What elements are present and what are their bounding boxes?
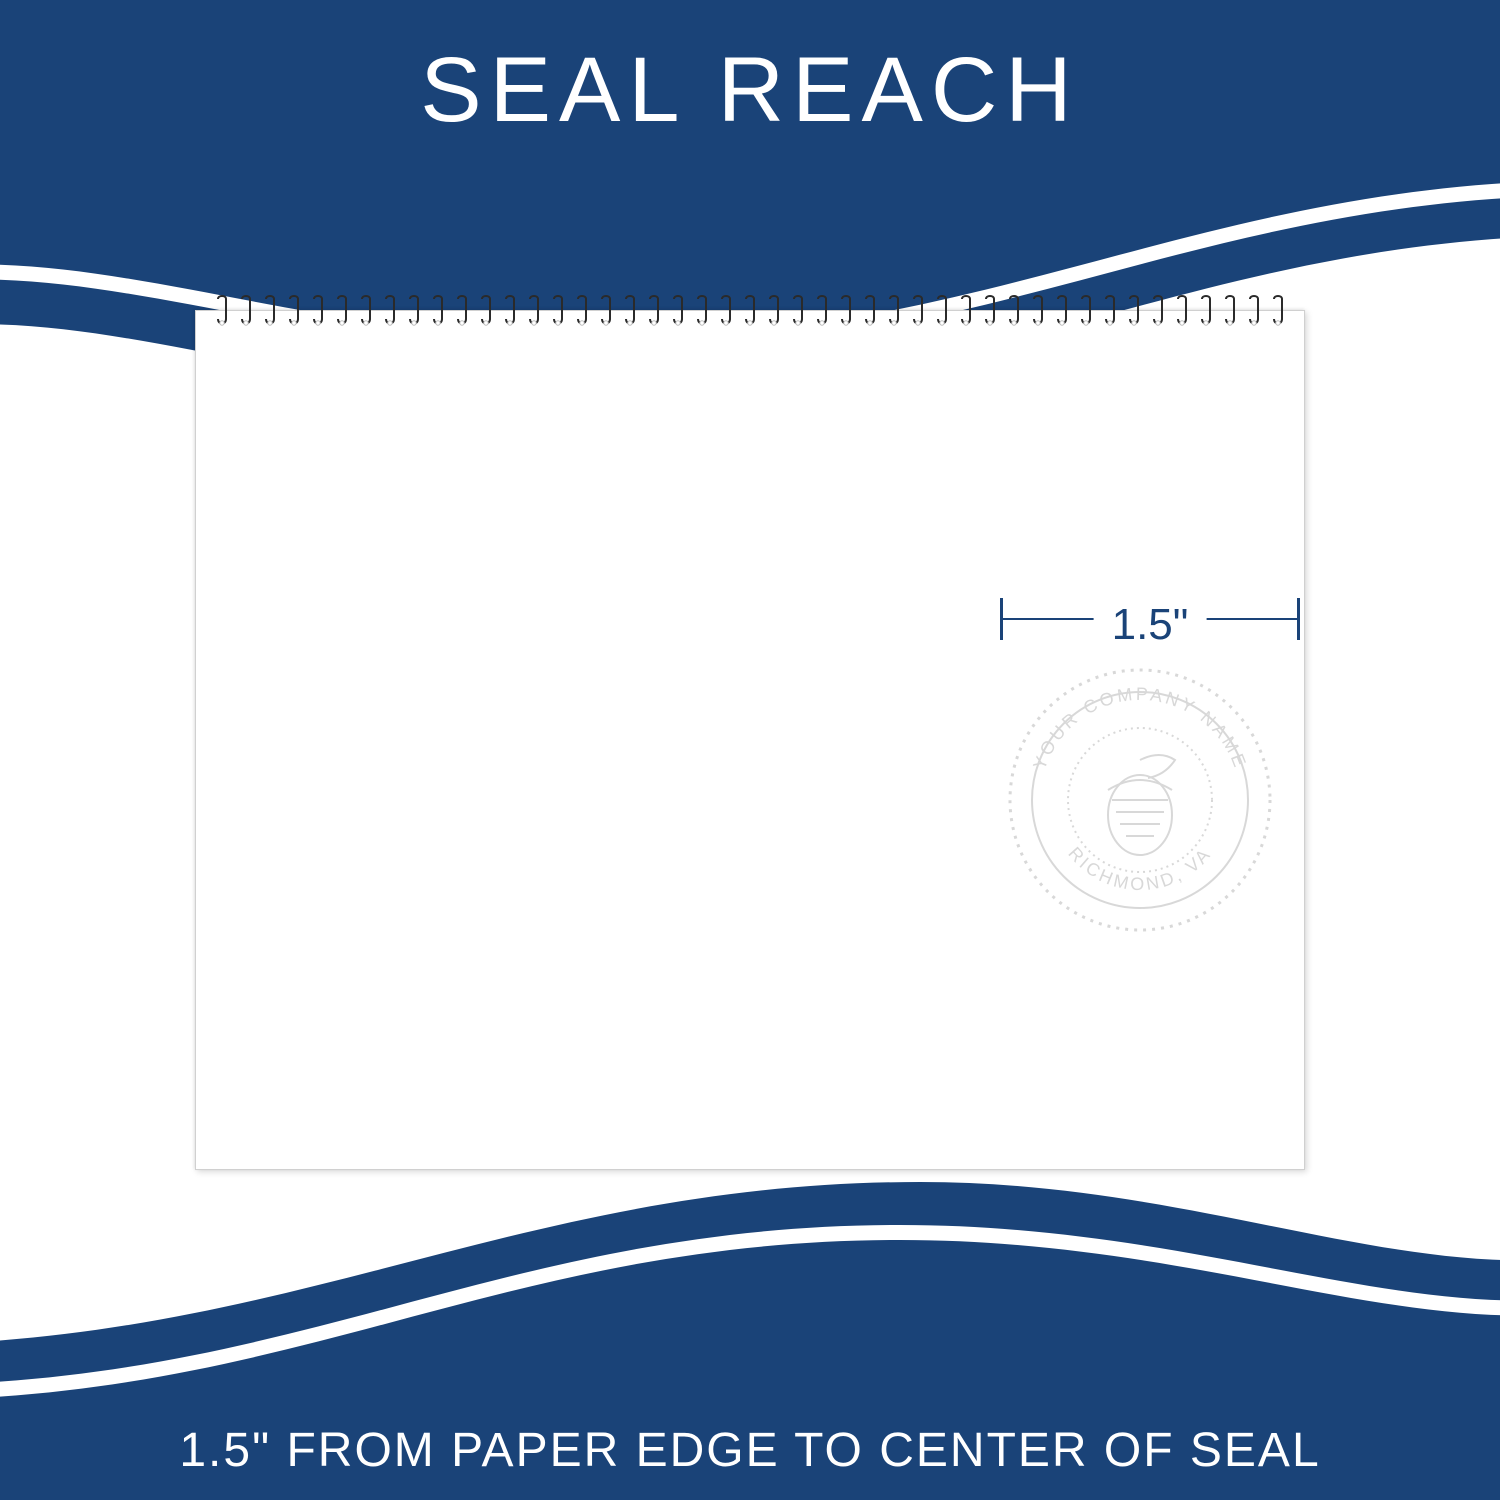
spiral-ring <box>312 295 324 327</box>
seal-bottom-text: RICHMOND, VA <box>1064 843 1215 894</box>
spiral-ring <box>576 295 588 327</box>
spiral-binding <box>216 295 1284 327</box>
spiral-ring <box>912 295 924 327</box>
spiral-ring <box>336 295 348 327</box>
spiral-ring <box>888 295 900 327</box>
header-title: SEAL REACH <box>420 38 1079 143</box>
spiral-ring <box>600 295 612 327</box>
bottom-swoosh <box>0 1160 1500 1440</box>
spiral-ring <box>792 295 804 327</box>
spiral-ring <box>1104 295 1116 327</box>
spiral-ring <box>432 295 444 327</box>
spiral-ring <box>240 295 252 327</box>
spiral-ring <box>480 295 492 327</box>
spiral-ring <box>1224 295 1236 327</box>
spiral-ring <box>1032 295 1044 327</box>
spiral-ring <box>1272 295 1284 327</box>
spiral-ring <box>720 295 732 327</box>
svg-text:RICHMOND, VA: RICHMOND, VA <box>1064 843 1215 894</box>
footer-band: 1.5" FROM PAPER EDGE TO CENTER OF SEAL <box>0 1400 1500 1500</box>
spiral-ring <box>264 295 276 327</box>
spiral-ring <box>528 295 540 327</box>
spiral-ring <box>936 295 948 327</box>
measurement-indicator: 1.5" <box>1000 590 1300 650</box>
header-band: SEAL REACH <box>0 0 1500 180</box>
spiral-ring <box>360 295 372 327</box>
spiral-ring <box>1248 295 1260 327</box>
spiral-ring <box>648 295 660 327</box>
spiral-ring <box>408 295 420 327</box>
spiral-ring <box>744 295 756 327</box>
spiral-ring <box>1152 295 1164 327</box>
spiral-ring <box>288 295 300 327</box>
spiral-ring <box>984 295 996 327</box>
spiral-ring <box>624 295 636 327</box>
spiral-ring <box>216 295 228 327</box>
measure-label: 1.5" <box>1094 600 1207 650</box>
spiral-ring <box>456 295 468 327</box>
spiral-ring <box>1008 295 1020 327</box>
footer-text: 1.5" FROM PAPER EDGE TO CENTER OF SEAL <box>179 1423 1320 1478</box>
measure-cap-right <box>1297 598 1300 640</box>
spiral-ring <box>768 295 780 327</box>
spiral-ring <box>504 295 516 327</box>
embossed-seal: YOUR COMPANY NAME RICHMOND, VA <box>1000 660 1280 940</box>
spiral-ring <box>1176 295 1188 327</box>
spiral-ring <box>864 295 876 327</box>
spiral-ring <box>1128 295 1140 327</box>
spiral-ring <box>1200 295 1212 327</box>
spiral-ring <box>1056 295 1068 327</box>
spiral-ring <box>384 295 396 327</box>
spiral-ring <box>672 295 684 327</box>
spiral-ring <box>816 295 828 327</box>
spiral-ring <box>840 295 852 327</box>
spiral-ring <box>552 295 564 327</box>
spiral-ring <box>1080 295 1092 327</box>
spiral-ring <box>696 295 708 327</box>
spiral-ring <box>960 295 972 327</box>
